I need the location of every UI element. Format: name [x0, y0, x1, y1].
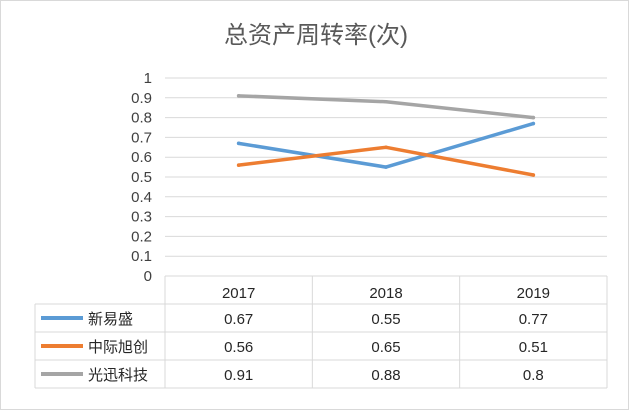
y-tick-label: 0.9: [131, 90, 152, 107]
data-point: [236, 141, 241, 146]
series-name: 新易盛: [88, 310, 133, 328]
data-point: [384, 145, 388, 150]
series-name: 中际旭创: [88, 338, 148, 356]
data-point: [531, 115, 536, 120]
data-value: 0.77: [519, 311, 548, 328]
y-tick-label: 0.7: [131, 129, 152, 146]
data-value: 0.65: [371, 339, 400, 356]
data-value: 0.51: [519, 339, 548, 356]
data-point: [384, 99, 388, 104]
data-value: 0.55: [371, 311, 400, 328]
data-value: 0.8: [523, 367, 544, 384]
y-tick-label: 0: [144, 268, 152, 285]
data-point: [531, 121, 536, 126]
y-tick-label: 0.3: [131, 209, 152, 226]
data-value: 0.91: [224, 367, 253, 384]
series-name: 光迅科技: [88, 366, 148, 384]
y-tick-label: 0.8: [131, 110, 152, 127]
x-category-label: 2019: [517, 285, 550, 302]
x-category-label: 2017: [222, 285, 255, 302]
chart-title: 总资产周转率(次): [224, 22, 408, 49]
y-tick-label: 0.1: [131, 248, 152, 265]
data-value: 0.67: [224, 311, 253, 328]
series-line: [236, 94, 536, 120]
data-point: [531, 173, 536, 177]
y-tick-label: 1: [144, 70, 152, 87]
y-tick-label: 0.2: [131, 228, 152, 245]
data-value: 0.56: [224, 339, 253, 356]
data-value: 0.88: [371, 367, 400, 384]
y-tick-label: 0.5: [131, 169, 152, 186]
data-point: [236, 94, 241, 98]
y-tick-label: 0.6: [131, 149, 152, 166]
data-point: [384, 165, 388, 169]
y-tick-label: 0.4: [131, 189, 152, 206]
x-category-label: 2018: [369, 285, 402, 302]
data-point: [236, 163, 241, 167]
